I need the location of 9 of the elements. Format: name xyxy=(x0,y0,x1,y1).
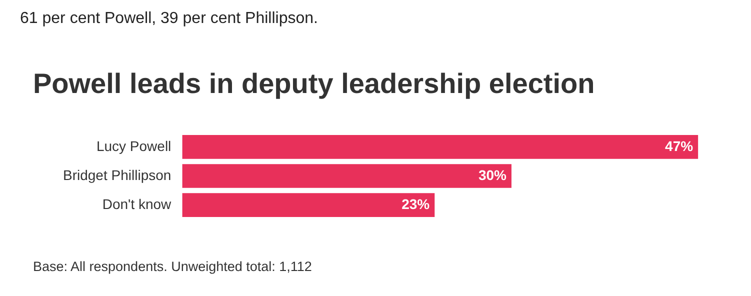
chart-title: Powell leads in deputy leadership election xyxy=(33,68,595,100)
data-label: 47% xyxy=(665,138,694,154)
data-label: 30% xyxy=(478,166,508,183)
y-tick-label: Lucy Powell xyxy=(96,138,172,154)
data-label: 23% xyxy=(402,196,430,212)
y-tick-label: Bridget Phillipson xyxy=(63,166,172,183)
text: 61 per cent Powell, 39 per cent Phillipson. xyxy=(20,10,318,28)
text: Base: All respondents. Unweighted total: 1,112 xyxy=(33,259,312,274)
y-tick-label: Don't know xyxy=(102,196,172,212)
